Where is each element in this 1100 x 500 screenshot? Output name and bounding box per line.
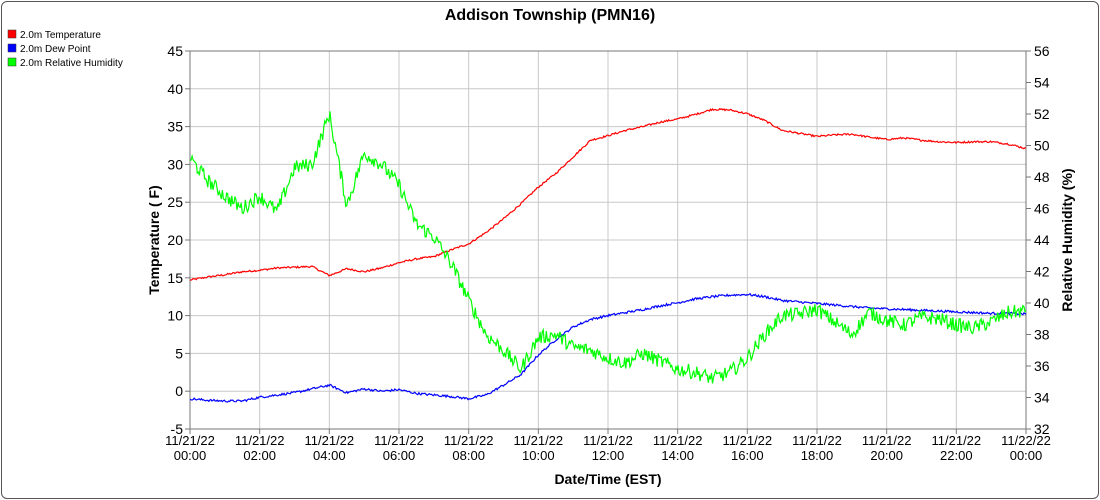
- x-tick-label-date: 11/21/22: [932, 433, 982, 448]
- y-tick-label: 25: [167, 194, 183, 210]
- legend-swatch: [7, 43, 17, 53]
- x-tick-label-date: 11/21/22: [444, 433, 494, 448]
- y2-tick-label: 36: [1034, 358, 1050, 374]
- y-axis-right-ticks: 32 34 36 38 40 42 44 46 48 50 52 54 56: [1026, 43, 1050, 437]
- x-tick-label-date: 11/21/22: [792, 433, 842, 448]
- y-tick-label: -5: [171, 421, 184, 437]
- x-tick-label-time: 12:00: [592, 448, 625, 463]
- y-tick-label: 20: [167, 232, 183, 248]
- legend-label: 2.0m Temperature: [20, 30, 101, 41]
- legend: 2.0m Temperature 2.0m Dew Point 2.0m Relat…: [7, 29, 123, 69]
- x-tick-label-time: 00:00: [1010, 448, 1043, 463]
- chart-title: Addison Township (PMN16): [445, 7, 655, 24]
- series-line-2: [189, 111, 1027, 384]
- y2-tick-label: 48: [1034, 169, 1050, 185]
- x-tick-label-date: 11/21/22: [653, 433, 703, 448]
- x-tick-label-date: 11/21/22: [374, 433, 424, 448]
- y2-tick-label: 38: [1034, 327, 1050, 343]
- y2-tick-label: 34: [1034, 390, 1050, 406]
- y2-tick-label: 32: [1034, 421, 1050, 437]
- x-tick-label-time: 04:00: [313, 448, 346, 463]
- y-tick-label: 40: [167, 81, 183, 97]
- x-tick-label-date: 11/21/22: [583, 433, 633, 448]
- x-axis-title: Date/Time (EST): [554, 471, 661, 487]
- y2-tick-label: 40: [1034, 295, 1050, 311]
- x-tick-label-date: 11/21/22: [235, 433, 285, 448]
- series-line-0: [189, 107, 1027, 281]
- y-axis-right-title: Relative Humidity (%): [1059, 168, 1075, 311]
- y-tick-label: 35: [167, 119, 183, 135]
- y-tick-label: 10: [167, 308, 183, 324]
- x-tick-label-date: 11/21/22: [862, 433, 912, 448]
- legend-label: 2.0m Dew Point: [20, 44, 91, 55]
- series-layer: [189, 107, 1027, 403]
- x-tick-label-time: 20:00: [870, 448, 903, 463]
- x-tick-label-time: 06:00: [383, 448, 416, 463]
- y-tick-label: 15: [167, 270, 183, 286]
- x-tick-label-date: 11/21/22: [305, 433, 355, 448]
- x-tick-label-time: 18:00: [801, 448, 834, 463]
- legend-swatch: [7, 29, 17, 39]
- x-tick-label-date: 11/21/22: [723, 433, 773, 448]
- y2-tick-label: 50: [1034, 138, 1050, 154]
- x-tick-label-date: 11/21/22: [165, 433, 215, 448]
- x-tick-label-time: 10:00: [522, 448, 555, 463]
- x-tick-label-date: 11/22/22: [1001, 433, 1051, 448]
- x-tick-label-time: 08:00: [452, 448, 485, 463]
- y-axis-left-title: Temperature ( F): [146, 185, 162, 294]
- x-axis-ticks: 11/21/2200:0011/21/2202:0011/21/2204:001…: [165, 429, 1051, 463]
- y-tick-label: 30: [167, 156, 183, 172]
- y-tick-label: 0: [175, 383, 183, 399]
- series-line-1: [189, 292, 1027, 403]
- legend-swatch: [7, 57, 17, 67]
- x-tick-label-time: 16:00: [731, 448, 764, 463]
- y2-tick-label: 54: [1034, 75, 1050, 91]
- y2-tick-label: 46: [1034, 201, 1050, 217]
- x-tick-label-time: 02:00: [243, 448, 276, 463]
- x-tick-label-time: 22:00: [940, 448, 973, 463]
- x-tick-label-time: 00:00: [174, 448, 207, 463]
- y2-tick-label: 52: [1034, 106, 1050, 122]
- y2-tick-label: 56: [1034, 43, 1050, 59]
- y-tick-label: 5: [175, 345, 183, 361]
- y-tick-label: 45: [167, 43, 183, 59]
- y-axis-left-ticks: -5 0 5 10 15 20 25 30 35 40 45: [167, 43, 190, 437]
- y2-tick-label: 42: [1034, 264, 1050, 280]
- x-tick-label-date: 11/21/22: [514, 433, 564, 448]
- x-tick-label-time: 14:00: [661, 448, 694, 463]
- legend-label: 2.0m Relative Humidity: [20, 58, 123, 69]
- y2-tick-label: 44: [1034, 232, 1050, 248]
- grid: [189, 50, 1027, 430]
